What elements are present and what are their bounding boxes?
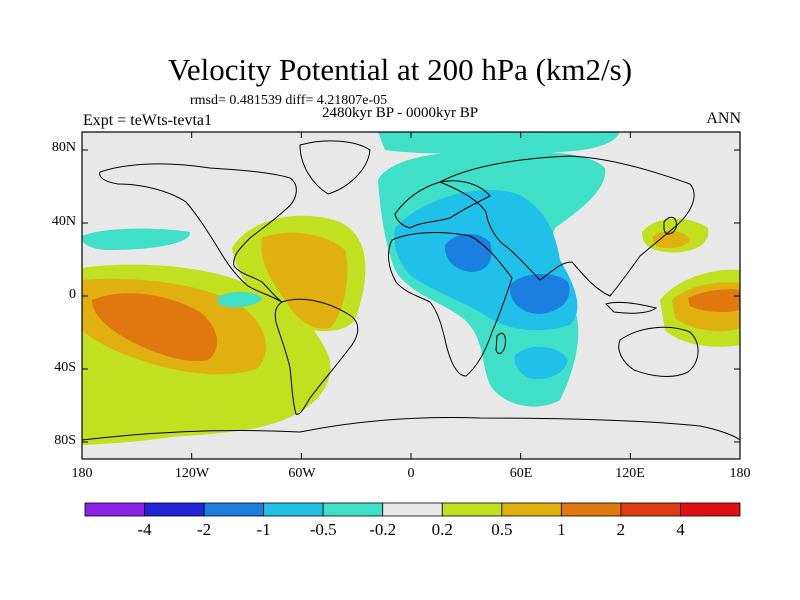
- contour-pos-strong-westpac: [688, 289, 740, 313]
- colorbar-box: [441, 502, 503, 517]
- coastline-australia: [618, 326, 699, 377]
- coastlines: [82, 140, 740, 441]
- lon-label-120e: 120E: [615, 466, 645, 481]
- lat-label-80s: 80S: [54, 433, 76, 448]
- colorbar: [84, 502, 741, 517]
- colorbar-box: [144, 502, 205, 517]
- colorbar-box: [501, 502, 562, 517]
- coastline-south-america: [274, 298, 359, 415]
- lon-label-0: 0: [407, 466, 415, 481]
- lon-label-120w: 120W: [174, 466, 210, 481]
- colorbar-box: [680, 502, 741, 517]
- colorbar-box: [203, 502, 265, 517]
- contour-neg-strong-indian: [509, 274, 570, 314]
- colorbar-label: 0.5: [491, 520, 513, 539]
- contour-neg-weak-small: [218, 292, 262, 308]
- coastline-africa: [388, 232, 513, 377]
- coastline-indonesia: [605, 301, 658, 314]
- contour-neg-mid-south: [514, 346, 568, 380]
- contour-pos-weak-south: [82, 378, 270, 445]
- contour-pos-strong-pacific: [92, 293, 218, 362]
- coastline-asia: [438, 155, 695, 297]
- lat-label-40s: 40S: [54, 360, 76, 375]
- colorbar-label: -2: [196, 520, 212, 539]
- coastline-greenland: [299, 140, 371, 195]
- stats-line: rmsd= 0.481539 diff= 4.21807e-05: [190, 93, 388, 108]
- coastline-europe: [394, 180, 491, 229]
- experiment-label: Expt = teWts-tevta1: [83, 112, 212, 129]
- lat-label-80n: 80N: [51, 140, 76, 155]
- plot-title: Velocity Potential at 200 hPa (km2/s): [167, 52, 633, 87]
- contour-pos-mid-japan: [652, 230, 690, 248]
- colorbar-box: [382, 502, 443, 517]
- coastline-japan: [663, 216, 677, 235]
- coastline-antarctica: [82, 417, 740, 441]
- season-label: ANN: [706, 110, 741, 127]
- colorbar-label: 1: [557, 520, 566, 539]
- contour-neg-strong-arabia: [444, 234, 492, 272]
- colorbar-label: -0.5: [309, 520, 337, 539]
- lon-label-180-right: 180: [729, 466, 751, 481]
- period-label: 2480kyr BP - 0000kyr BP: [322, 105, 479, 121]
- colorbar-box: [263, 502, 324, 517]
- lat-label-40n: 40N: [51, 214, 76, 229]
- colorbar-label: -0.2: [369, 520, 397, 539]
- colorbar-box: [560, 502, 622, 517]
- colorbar-label: 4: [676, 520, 685, 539]
- colorbar-box: [620, 502, 681, 517]
- contour-pos-mid-atlantic: [261, 232, 348, 329]
- colorbar-label: -1: [256, 520, 271, 539]
- coastline-north-america: [99, 163, 297, 303]
- colorbar-box: [84, 502, 145, 517]
- coastline-madagascar: [495, 332, 506, 354]
- colorbar-box: [322, 502, 384, 517]
- contour-neg-weak-pacific-strip: [82, 228, 191, 250]
- colorbar-label: -4: [137, 520, 152, 539]
- map-panel: [82, 132, 740, 459]
- lon-label-60w: 60W: [288, 466, 316, 481]
- colorbar-label: 2: [616, 520, 626, 539]
- lon-label-180-left: 180: [71, 466, 93, 481]
- colorbar-label: 0.2: [431, 520, 453, 539]
- lon-label-60e: 60E: [509, 466, 533, 481]
- lat-label-0: 0: [69, 287, 76, 302]
- contour-neg-weak-north: [378, 132, 620, 155]
- axis-ticks: [81, 132, 741, 459]
